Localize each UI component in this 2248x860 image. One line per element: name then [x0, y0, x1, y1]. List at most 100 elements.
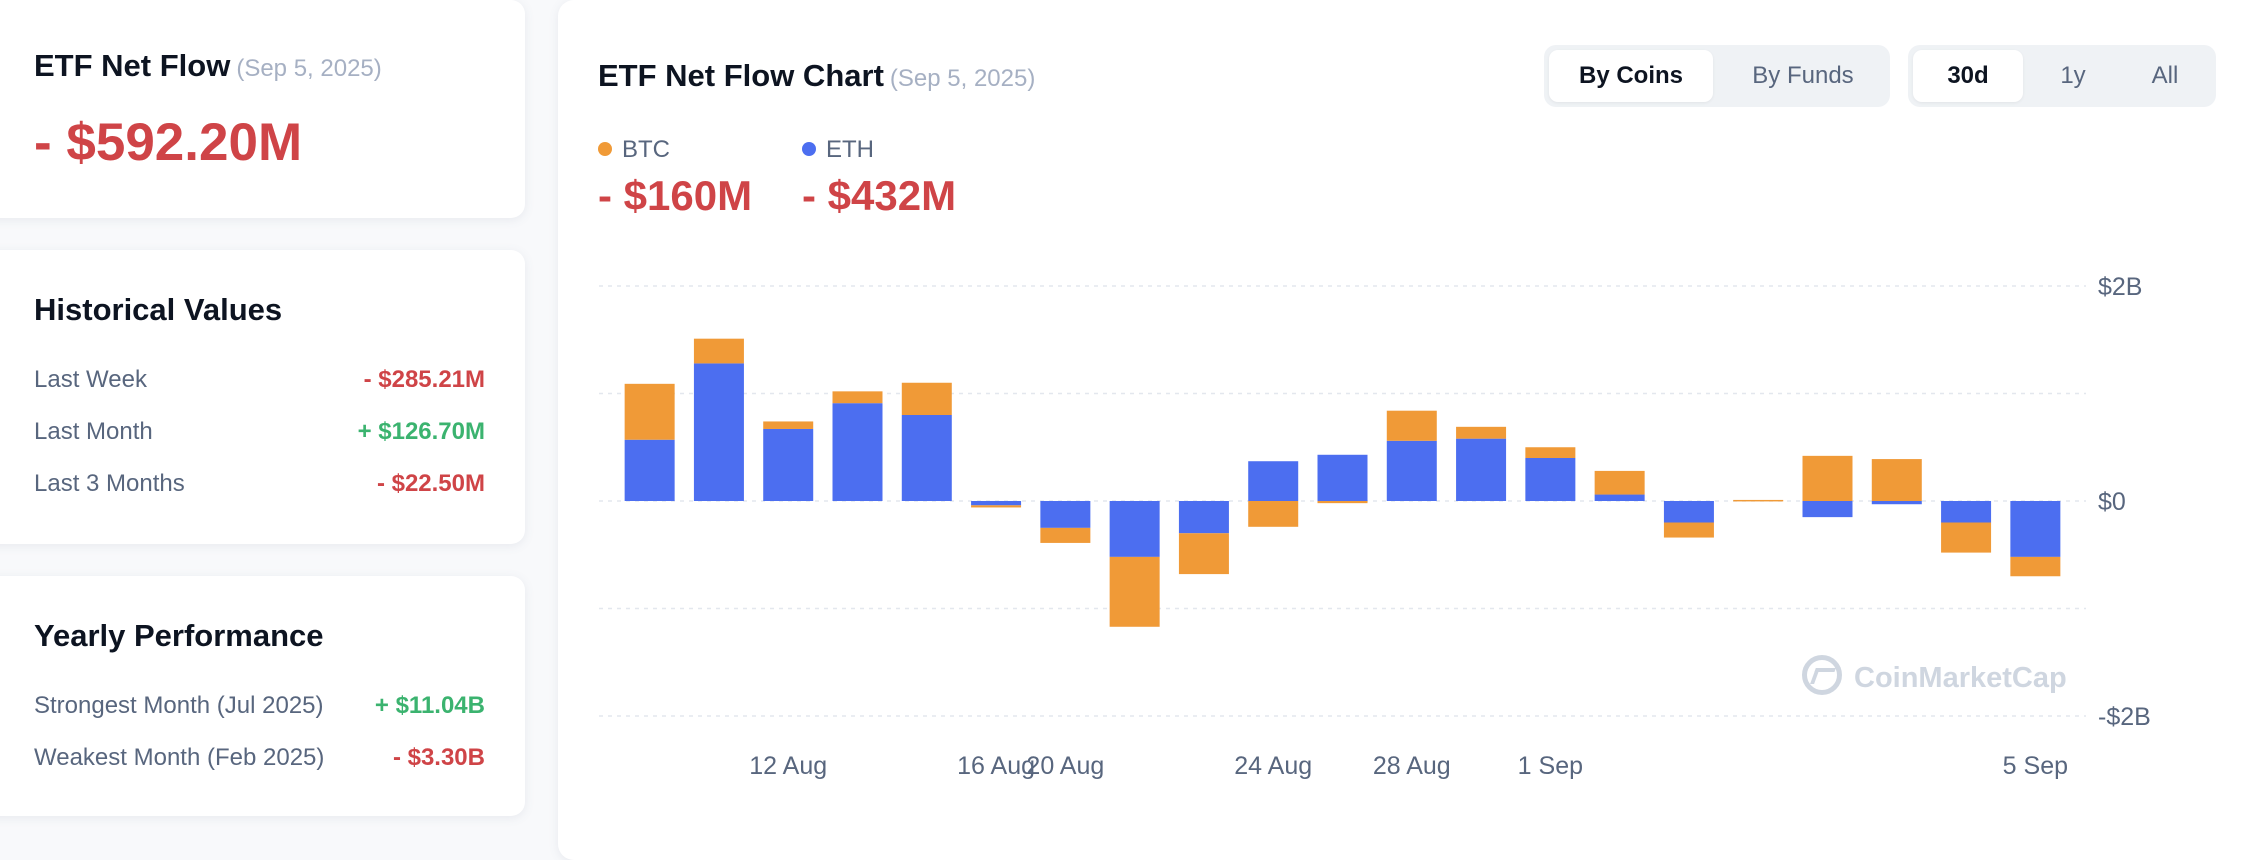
- legend-btc: BTC: [598, 136, 670, 164]
- bar-segment-btc: [1386, 410, 1437, 441]
- bar-segment-eth: [1663, 501, 1714, 523]
- bar-segment-eth: [1594, 494, 1645, 501]
- y-tick-label: $0: [2098, 488, 2126, 516]
- history-label: Last Week: [34, 366, 147, 393]
- chart-title: ETF Net Flow Chart (Sep 5, 2025): [598, 58, 1035, 94]
- history-label: Last 3 Months: [34, 470, 185, 497]
- historical-title: Historical Values: [34, 292, 283, 327]
- by-funds-button[interactable]: By Funds: [1752, 62, 1854, 89]
- bar-segment-btc: [971, 505, 1022, 508]
- bar-segment-eth: [2010, 501, 2061, 557]
- bar-segment-eth: [1040, 501, 1091, 528]
- summary-date: (Sep 5, 2025): [236, 55, 382, 82]
- bar-segment-btc: [1941, 522, 1992, 553]
- bar-segment-eth: [1525, 458, 1576, 501]
- yearly-label: Weakest Month (Feb 2025): [34, 744, 324, 772]
- x-tick-label: 12 Aug: [749, 752, 827, 780]
- bar-segment-btc: [1871, 459, 1922, 501]
- bar-segment-btc: [1040, 527, 1091, 543]
- bar-segment-eth: [1456, 438, 1507, 501]
- x-tick-label: 16 Aug: [957, 752, 1035, 780]
- legend-eth: ETH: [802, 136, 874, 164]
- bar-segment-eth: [832, 403, 883, 501]
- bar-segment-eth: [901, 415, 952, 501]
- bar-segment-btc: [763, 421, 814, 429]
- bar-segment-eth: [763, 428, 814, 501]
- history-value: - $285.21M: [363, 366, 485, 393]
- bar-segment-eth: [1386, 440, 1437, 501]
- bar-segment-btc: [1317, 501, 1368, 504]
- bar-segment-eth: [1109, 501, 1160, 557]
- range-all-button[interactable]: All: [2151, 62, 2179, 89]
- summary-title-text: ETF Net Flow: [34, 48, 231, 83]
- watermark-text: CoinMarketCap: [1854, 662, 2067, 694]
- bar-segment-eth: [1871, 501, 1922, 505]
- coinmarketcap-watermark: CoinMarketCap: [1802, 655, 2067, 695]
- x-tick-label: 1 Sep: [1518, 752, 1583, 780]
- coinmarketcap-logo-icon: [1802, 655, 1842, 695]
- range-1y-button[interactable]: 1y: [2060, 62, 2086, 89]
- yearly-title: Yearly Performance: [34, 618, 324, 653]
- yearly-label-month: (Feb 2025): [206, 744, 325, 771]
- by-coins-button[interactable]: By Coins: [1549, 50, 1713, 102]
- bar-segment-btc: [2010, 556, 2061, 577]
- history-label: Last Month: [34, 418, 153, 445]
- bar-segment-btc: [1456, 426, 1507, 439]
- legend-btc-value: - $160M: [598, 172, 753, 219]
- yearly-label-month: (Jul 2025): [216, 692, 324, 719]
- bar-segment-btc: [1248, 501, 1299, 527]
- bar-segment-btc: [901, 382, 952, 415]
- history-row-last-week: Last Week - $285.21M: [34, 366, 485, 400]
- bar-segment-btc: [1525, 447, 1576, 458]
- yearly-performance-card: Yearly Performance Strongest Month (Jul …: [0, 576, 525, 816]
- y-tick-label: $2B: [2098, 273, 2142, 301]
- bar-segment-eth: [1802, 501, 1853, 518]
- chart-date: (Sep 5, 2025): [889, 65, 1036, 92]
- legend-btc-label: BTC: [622, 136, 670, 163]
- bar-segment-eth: [1941, 501, 1992, 523]
- yearly-label: Strongest Month (Jul 2025): [34, 692, 324, 720]
- bar-segment-btc: [1109, 556, 1160, 627]
- yearly-value: + $11.04B: [374, 692, 485, 719]
- x-tick-label: 20 Aug: [1026, 752, 1104, 780]
- bar-segment-eth: [1317, 454, 1368, 501]
- history-row-last-3-months: Last 3 Months - $22.50M: [34, 470, 485, 504]
- y-tick-label: -$2B: [2098, 703, 2151, 731]
- chart-title-text: ETF Net Flow Chart: [598, 58, 884, 93]
- view-toggle: By Coins By Funds: [1544, 45, 1890, 107]
- bar-segment-eth: [1248, 461, 1299, 501]
- legend-eth-label: ETH: [826, 136, 874, 163]
- historical-values-card: Historical Values Last Week - $285.21M L…: [0, 250, 525, 544]
- bar-segment-btc: [693, 338, 744, 364]
- x-tick-label: 24 Aug: [1234, 752, 1312, 780]
- bar-segment-btc: [1733, 499, 1784, 502]
- x-tick-label: 28 Aug: [1373, 752, 1451, 780]
- history-row-last-month: Last Month + $126.70M: [34, 418, 485, 452]
- bar-segment-btc: [832, 391, 883, 404]
- x-tick-label: 5 Sep: [2003, 752, 2068, 780]
- bar-segment-btc: [1594, 470, 1645, 495]
- etf-flow-chart-card: ETF Net Flow Chart (Sep 5, 2025) By Coins…: [558, 0, 2248, 860]
- net-flow-summary-card: ETF Net Flow (Sep 5, 2025) - $592.20M: [0, 0, 525, 218]
- yearly-row-strongest: Strongest Month (Jul 2025) + $11.04B: [34, 692, 485, 726]
- bar-segment-eth: [693, 363, 744, 501]
- bar-segment-btc: [624, 383, 675, 440]
- bar-segment-btc: [1178, 533, 1229, 575]
- history-value: + $126.70M: [357, 418, 485, 445]
- yearly-value: - $3.30B: [392, 744, 485, 771]
- range-30d-button[interactable]: 30d: [1913, 50, 2023, 102]
- range-toggle: 30d 1y All: [1908, 45, 2216, 107]
- bar-segment-btc: [1663, 522, 1714, 538]
- history-value: - $22.50M: [376, 470, 485, 497]
- summary-value: - $592.20M: [34, 113, 303, 172]
- yearly-label-text: Strongest Month: [34, 692, 211, 719]
- summary-title: ETF Net Flow (Sep 5, 2025): [34, 48, 382, 84]
- bar-segment-btc: [1802, 455, 1853, 501]
- yearly-row-weakest: Weakest Month (Feb 2025) - $3.30B: [34, 744, 485, 778]
- bar-segment-eth: [624, 439, 675, 501]
- yearly-label-text: Weakest Month: [34, 744, 201, 771]
- eth-dot-icon: [802, 142, 816, 156]
- bar-segment-eth: [971, 501, 1022, 506]
- btc-dot-icon: [598, 142, 612, 156]
